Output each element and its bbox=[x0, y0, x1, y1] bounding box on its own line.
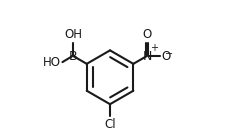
Text: HO: HO bbox=[42, 56, 60, 69]
Text: O: O bbox=[162, 50, 171, 63]
Text: +: + bbox=[149, 43, 158, 53]
Text: Cl: Cl bbox=[104, 118, 116, 131]
Text: O: O bbox=[143, 28, 152, 41]
Text: −: − bbox=[165, 49, 173, 59]
Text: OH: OH bbox=[64, 28, 82, 41]
Text: B: B bbox=[69, 50, 78, 63]
Text: N: N bbox=[143, 50, 152, 63]
